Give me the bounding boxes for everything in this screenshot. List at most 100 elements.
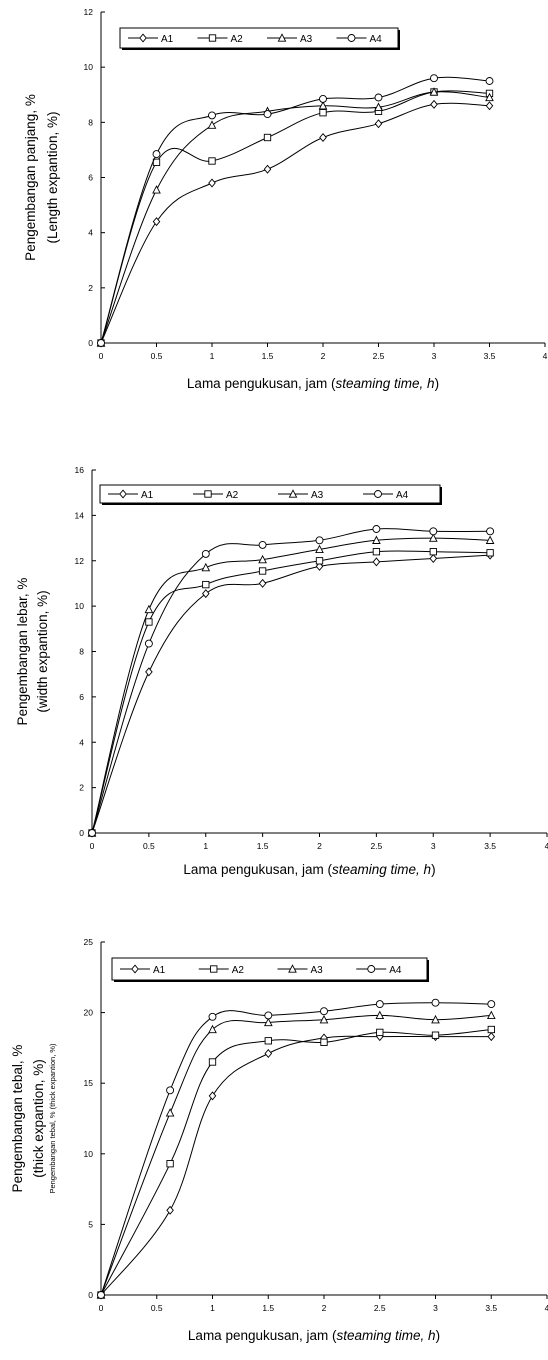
- data-point-a3: [375, 1010, 385, 1020]
- chart-panel-thick: 0 5 10 15 20 25 0 0.5 1 1.5 2 2.5 3 3.5 4 Lama pengukus…: [0, 920, 548, 1355]
- x-tick-label: 2: [321, 351, 326, 361]
- data-point-a3: [485, 535, 495, 544]
- data-point-a3: [152, 185, 161, 194]
- y-tick-label: 0: [88, 1290, 93, 1300]
- legend-label-a4: A4: [396, 490, 409, 501]
- y-tick-label: 12: [75, 556, 85, 566]
- x-tick-label: 2: [317, 841, 322, 851]
- data-point-a4: [431, 998, 440, 1007]
- thick-expansion-chart: 0 5 10 15 20 25 0 0.5 1 1.5 2 2.5 3 3.5 4 Lama pengukus…: [10, 937, 548, 1343]
- legend-label-a3: A3: [311, 490, 324, 501]
- legend-marker-a3: [288, 964, 297, 973]
- data-point-a1: [208, 178, 216, 188]
- y-tick-label: 12: [84, 7, 94, 17]
- data-point-a4: [430, 74, 438, 83]
- series-line-a4: [100, 1002, 492, 1296]
- x-tick-label: 3: [432, 351, 437, 361]
- y-axis-label: Pengembangan tebal, %: [10, 1045, 25, 1193]
- series-line-a1: [91, 554, 491, 834]
- series-line-a3: [100, 91, 490, 344]
- x-tick-label: 1.5: [262, 1303, 274, 1313]
- plot-group: 0 2 4 6 8 10 12 0 0.5 1 1.5 2 2.5 3 3.5 4 Lama pengukusa…: [23, 7, 548, 391]
- legend-marker-a2: [204, 490, 212, 498]
- legend-label-a2: A2: [232, 965, 245, 976]
- legend-marker-a1: [139, 33, 147, 43]
- data-point-a4: [258, 540, 267, 549]
- y-axis-label: (width expantion, %): [35, 590, 50, 712]
- data-point-a2: [372, 548, 381, 556]
- y-axis-label: (thick expantion, %): [31, 1059, 46, 1178]
- data-point-a2: [258, 567, 267, 575]
- data-point-a3: [315, 544, 324, 554]
- data-point-a3: [428, 533, 438, 542]
- x-tick-label: 0.5: [151, 1303, 163, 1313]
- data-point-a4: [208, 1012, 217, 1021]
- data-point-a2: [486, 549, 494, 557]
- width-expansion-chart: 0 2 4 6 8 10 12 14 16 0 0.5 1 1.5 2 2.5 3 3.5 4 Lama pengu…: [15, 465, 548, 877]
- legend-label-a4: A4: [370, 34, 383, 45]
- x-tick-label: 0: [90, 841, 95, 851]
- data-point-a3: [208, 1024, 217, 1034]
- x-tick-label: 1.5: [257, 841, 269, 851]
- data-point-a4: [485, 77, 494, 85]
- data-point-a1: [264, 1049, 273, 1058]
- length-expansion-chart: 0 2 4 6 8 10 12 0 0.5 1 1.5 2 2.5 3 3.5 4 Lama pengukusa…: [23, 7, 548, 391]
- data-point-a2: [429, 548, 437, 556]
- data-point-a4: [88, 829, 96, 837]
- data-point-a2: [208, 1058, 217, 1066]
- y-tick-label: 10: [75, 601, 85, 611]
- x-tick-label: 0.5: [151, 351, 163, 361]
- data-point-a2: [202, 580, 210, 589]
- legend-label-a3: A3: [300, 34, 313, 45]
- y-tick-label: 4: [88, 228, 93, 238]
- x-tick-label: 3: [431, 841, 436, 851]
- legend-label-a3: A3: [311, 965, 324, 976]
- legend-label-a4: A4: [389, 965, 402, 976]
- data-point-a3: [486, 1010, 496, 1020]
- data-point-a1: [372, 557, 381, 567]
- y-tick-label: 8: [88, 117, 93, 127]
- x-tick-label: 3: [433, 1303, 438, 1313]
- legend-label-a1: A1: [141, 490, 154, 501]
- data-point-a2: [208, 157, 216, 165]
- data-point-a1: [319, 133, 327, 142]
- data-point-a1: [263, 164, 272, 174]
- data-point-a3: [372, 535, 381, 544]
- data-point-a4: [97, 339, 105, 347]
- y-tick-label: 10: [84, 1149, 94, 1159]
- x-tick-label: 1.5: [262, 351, 274, 361]
- x-axis-label: Lama pengukusan, jam (steaming time, h): [183, 862, 435, 877]
- series-line-a2: [100, 1029, 492, 1296]
- y-tick-label: 2: [79, 783, 84, 793]
- y-tick-label: 2: [88, 283, 93, 293]
- series-line-a3: [100, 1014, 492, 1296]
- x-tick-label: 1: [210, 1303, 215, 1313]
- data-point-a3: [485, 92, 494, 102]
- x-tick-label: 0: [99, 1303, 104, 1313]
- legend-marker-a2: [208, 34, 217, 42]
- data-point-a3: [207, 120, 217, 129]
- data-point-a3: [165, 1108, 175, 1117]
- x-tick-label: 1: [210, 351, 215, 361]
- data-point-a3: [429, 87, 439, 96]
- x-tick-label: 2.5: [374, 1303, 386, 1313]
- data-point-a2: [166, 1160, 174, 1168]
- y-tick-label: 14: [75, 510, 85, 520]
- data-point-a2: [263, 133, 272, 142]
- x-tick-label: 2: [322, 1303, 327, 1313]
- x-tick-label: 4: [543, 351, 548, 361]
- x-axis-label: Lama pengukusan, jam (steaming time, h): [188, 1328, 440, 1343]
- data-point-a1: [374, 119, 383, 129]
- legend-marker-a1: [131, 964, 139, 974]
- legend-box: [99, 484, 441, 504]
- data-point-a3: [144, 604, 154, 614]
- plot-group: 0 5 10 15 20 25 0 0.5 1 1.5 2 2.5 3 3.5 4 Lama pengukus…: [10, 937, 548, 1343]
- y-tick-label: 8: [79, 647, 84, 657]
- y-axis-label-small: Pengembangan tebal, % (thick expantion, …: [48, 1043, 57, 1194]
- x-tick-label: 3.5: [484, 841, 496, 851]
- y-tick-label: 15: [84, 1078, 94, 1088]
- series-line-a4: [100, 76, 490, 344]
- data-point-a3: [319, 1014, 329, 1024]
- data-point-a4: [374, 93, 383, 102]
- legend-label-a2: A2: [231, 34, 244, 45]
